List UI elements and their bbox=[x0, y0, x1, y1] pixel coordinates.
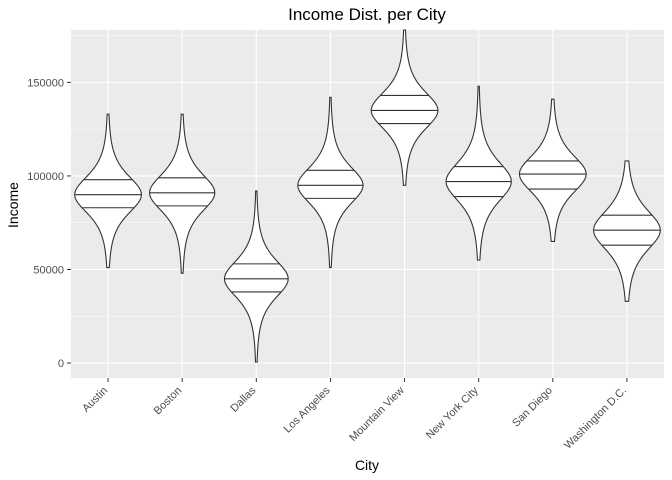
x-tick-label: Austin bbox=[80, 385, 110, 415]
y-tick-label: 50000 bbox=[33, 264, 64, 276]
x-tick-label: Mountain View bbox=[347, 385, 406, 444]
x-tick-label: Los Angeles bbox=[282, 384, 333, 435]
y-tick-label: 100000 bbox=[27, 171, 64, 183]
x-axis-title: City bbox=[355, 457, 379, 473]
y-axis-title: Income bbox=[5, 182, 21, 228]
violin-washington-d-c bbox=[593, 160, 661, 302]
y-axis: 0 50000 100000 150000 bbox=[27, 77, 71, 370]
chart-title: Income Dist. per City bbox=[288, 5, 446, 24]
violin-los-angeles bbox=[297, 96, 364, 269]
x-tick-label: San Diego bbox=[510, 385, 555, 430]
violin-austin bbox=[74, 113, 142, 269]
x-tick-label: New York City bbox=[424, 384, 481, 441]
y-tick-label: 150000 bbox=[27, 77, 64, 89]
x-tick-label: Dallas bbox=[228, 384, 258, 414]
x-tick-label: Washington D.C. bbox=[562, 385, 629, 452]
x-axis: Austin Boston Dallas Los Angeles Mountain Vi… bbox=[80, 378, 629, 452]
x-tick-label: Boston bbox=[152, 385, 185, 418]
violin-san-diego bbox=[518, 98, 587, 242]
plot-area bbox=[71, 29, 664, 378]
violin-new-york-city bbox=[445, 85, 512, 261]
violin-mountain-view bbox=[370, 29, 439, 186]
y-tick-label: 0 bbox=[58, 358, 64, 370]
violin-boston bbox=[149, 113, 216, 274]
violin-dallas bbox=[223, 190, 289, 363]
